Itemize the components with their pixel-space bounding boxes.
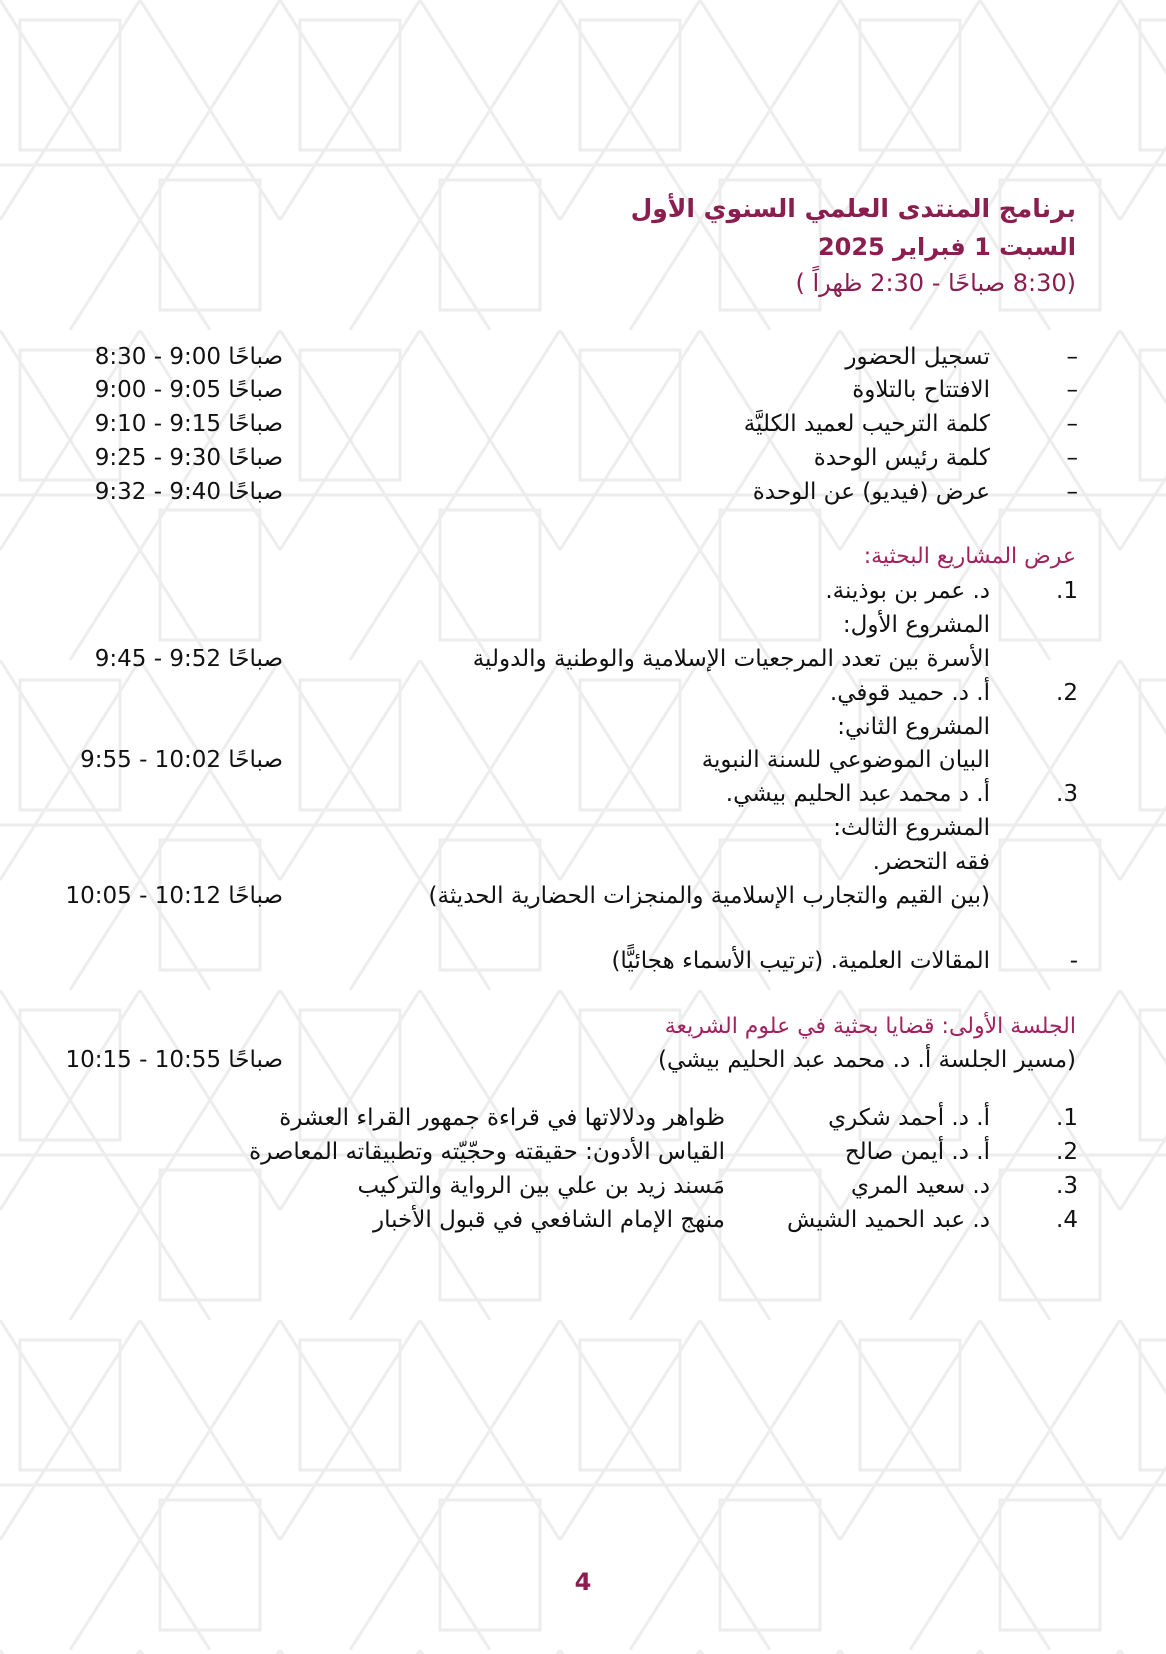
agenda-time: 8:30 - 9:00 صباحًا bbox=[94, 344, 283, 370]
list-bullet: – bbox=[1066, 344, 1079, 370]
agenda-item: تسجيل الحضور bbox=[845, 344, 990, 370]
paper-author: د. سعيد المري bbox=[851, 1173, 990, 1199]
project-label: المشروع الأول: bbox=[842, 612, 990, 638]
list-number: 2. bbox=[1056, 1139, 1078, 1165]
presenter: أ. د محمد عبد الحليم بيشي. bbox=[725, 781, 990, 807]
projects-heading: عرض المشاريع البحثية: bbox=[863, 544, 1076, 569]
presenter: د. عمر بن بوذينة. bbox=[825, 578, 990, 604]
project-title: البيان الموضوعي للسنة النبوية bbox=[701, 747, 990, 773]
articles-label: المقالات العلمية. (ترتيب الأسماء هجائيًّ… bbox=[611, 948, 990, 974]
agenda-time: 10:05 - 10:12 صباحًا bbox=[65, 883, 283, 909]
list-number: 4. bbox=[1056, 1207, 1078, 1233]
list-bullet: – bbox=[1066, 479, 1079, 505]
agenda-item: الافتتاح بالتلاوة bbox=[852, 377, 990, 403]
list-number: 1. bbox=[1056, 1105, 1078, 1131]
page-number: 4 bbox=[574, 1568, 592, 1596]
session-heading: الجلسة الأولى: قضايا بحثية في علوم الشري… bbox=[664, 1014, 1076, 1039]
project-title: فقه التحضر. bbox=[872, 849, 990, 875]
session-moderator: (مسير الجلسة أ. د. محمد عبد الحليم بيشي) bbox=[658, 1047, 1076, 1073]
paper-author: أ. د. أحمد شكري bbox=[828, 1105, 990, 1131]
agenda-time: 9:00 - 9:05 صباحًا bbox=[94, 377, 283, 403]
paper-title: ظواهر ودلالاتها في قراءة جمهور القراء ال… bbox=[279, 1105, 725, 1131]
paper-author: د. عبد الحميد الشيش bbox=[787, 1207, 990, 1233]
paper-title: منهج الإمام الشافعي في قبول الأخبار bbox=[373, 1207, 725, 1233]
agenda-item: كلمة الترحيب لعميد الكليَّة bbox=[743, 411, 990, 437]
list-number: 2. bbox=[1056, 680, 1078, 706]
presenter: أ. د. حميد قوفي. bbox=[829, 680, 990, 706]
page-title: برنامج المنتدى العلمي السنوي الأول bbox=[630, 194, 1076, 223]
list-bullet: – bbox=[1066, 377, 1079, 403]
project-label: المشروع الثاني: bbox=[837, 714, 990, 740]
paper-author: أ. د. أيمن صالح bbox=[844, 1139, 990, 1165]
project-title: الأسرة بين تعدد المرجعيات الإسلامية والو… bbox=[472, 646, 990, 672]
list-number: 3. bbox=[1056, 1173, 1078, 1199]
session-time: 10:15 - 10:55 صباحًا bbox=[65, 1047, 283, 1073]
agenda-time: 9:25 - 9:30 صباحًا bbox=[94, 445, 283, 471]
event-hours: (8:30 صباحًا - 2:30 ظهراً ) bbox=[795, 269, 1076, 297]
paper-title: مَسند زيد بن علي بين الرواية والتركيب bbox=[357, 1173, 726, 1199]
list-number: 1. bbox=[1056, 578, 1078, 604]
agenda-item: عرض (فيديو) عن الوحدة bbox=[752, 479, 990, 505]
list-bullet: – bbox=[1066, 445, 1079, 471]
agenda-time: 9:10 - 9:15 صباحًا bbox=[94, 411, 283, 437]
agenda-time: 9:55 - 10:02 صباحًا bbox=[80, 747, 283, 773]
list-bullet: - bbox=[1069, 948, 1078, 974]
agenda-item: كلمة رئيس الوحدة bbox=[813, 445, 990, 471]
agenda-time: 9:32 - 9:40 صباحًا bbox=[94, 479, 283, 505]
agenda-time: 9:45 - 9:52 صباحًا bbox=[94, 646, 283, 672]
list-number: 3. bbox=[1056, 781, 1078, 807]
project-subtitle: (بين القيم والتجارب الإسلامية والمنجزات … bbox=[428, 883, 990, 909]
event-date: السبت 1 فبراير 2025 bbox=[817, 233, 1076, 261]
list-bullet: – bbox=[1066, 411, 1079, 437]
paper-title: القياس الأدون: حقيقته وحجّيّته وتطبيقاته… bbox=[249, 1139, 725, 1165]
project-label: المشروع الثالث: bbox=[833, 815, 990, 841]
